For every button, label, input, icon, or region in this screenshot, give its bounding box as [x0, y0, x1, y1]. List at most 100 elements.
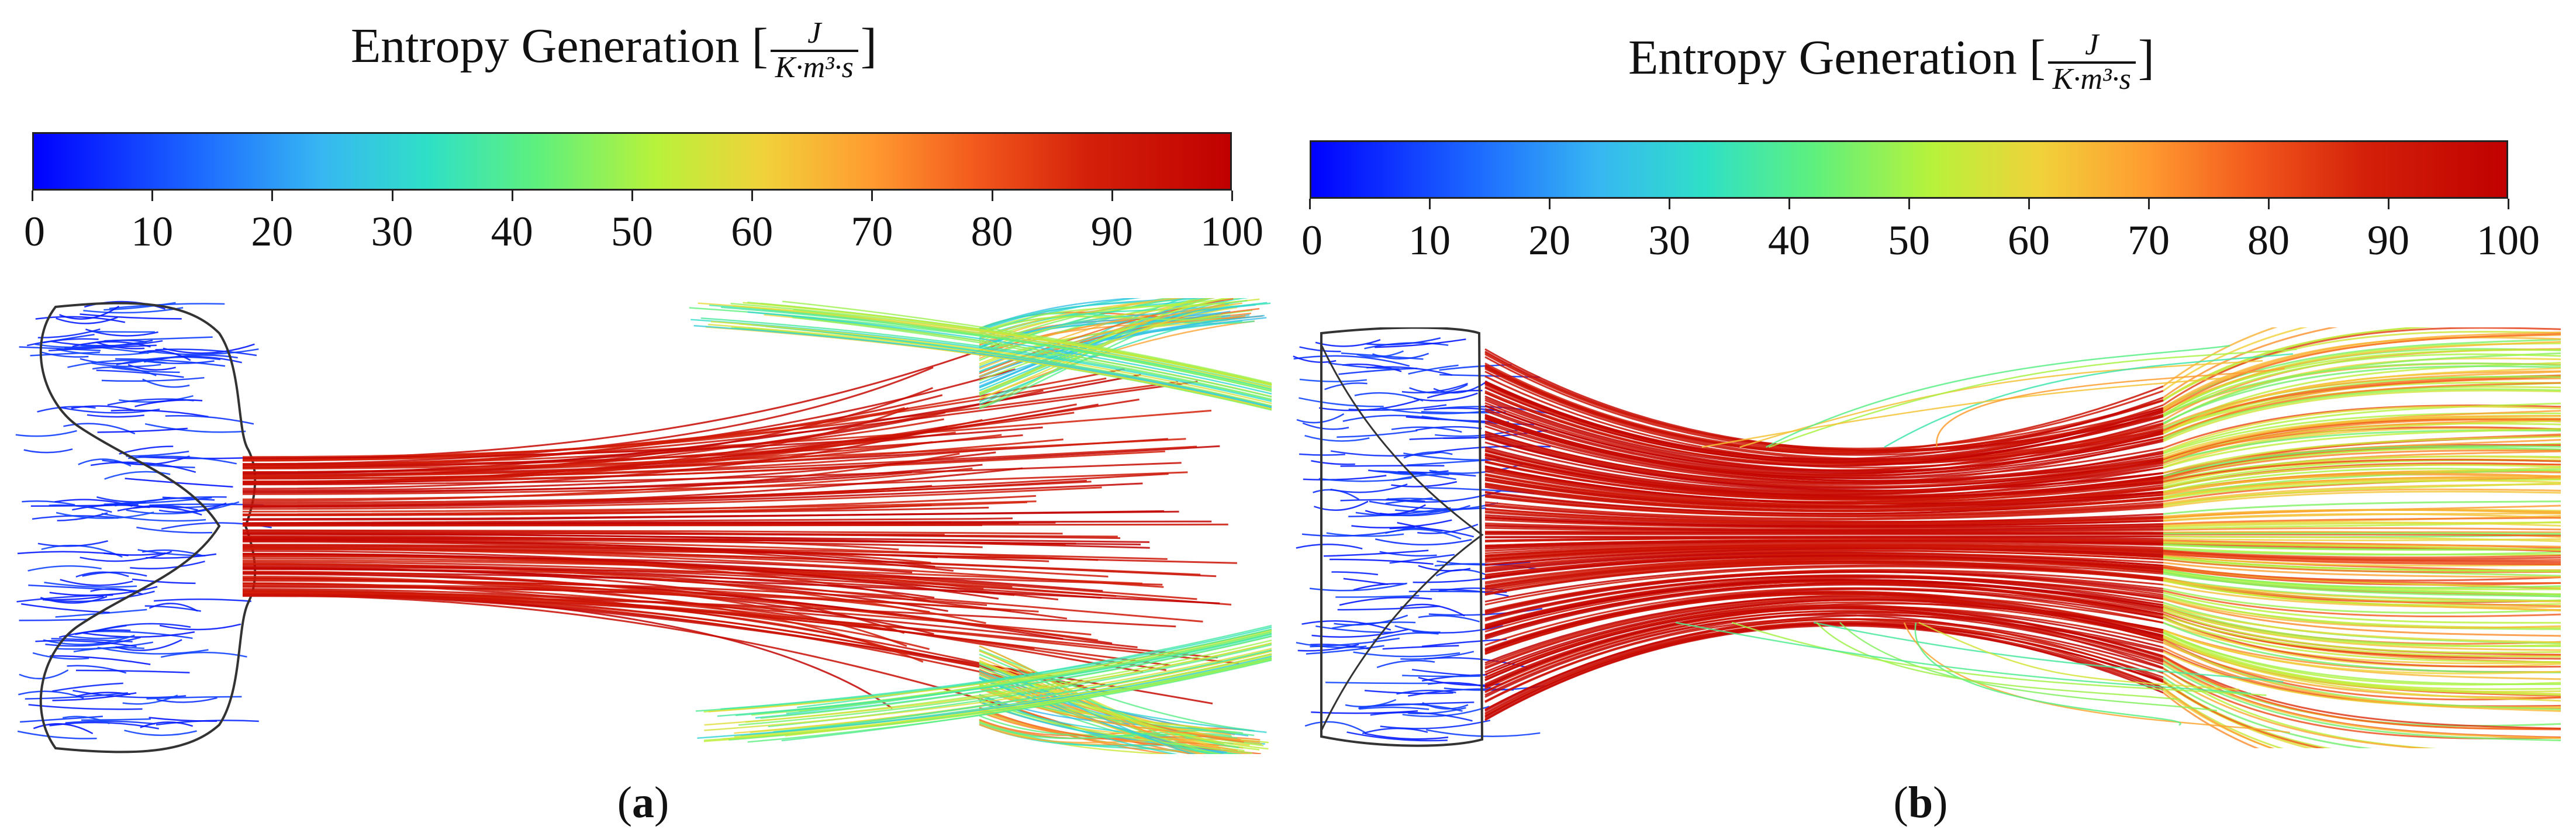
streamline [242, 585, 902, 617]
streamline [1372, 352, 1429, 359]
streamline [163, 343, 255, 354]
streamline [1380, 720, 1491, 730]
streamline [2163, 571, 2561, 597]
streamline [1701, 376, 2231, 448]
caption-b: (b) [1893, 778, 1948, 827]
streamline [2163, 535, 2561, 542]
streamline [134, 399, 203, 407]
streamline [979, 724, 1261, 744]
streamline [2163, 571, 2561, 596]
streamline [67, 635, 129, 639]
streamline [782, 300, 1272, 384]
streamline [1299, 397, 1384, 407]
streamline [109, 303, 225, 310]
streamline [1484, 592, 2164, 651]
streamline [1484, 395, 2164, 467]
valve-outline [1320, 327, 1484, 747]
streamline [1326, 532, 1404, 537]
streamline [1418, 615, 1480, 623]
streamline [2163, 632, 2561, 690]
streamline [2163, 632, 2561, 686]
streamline [60, 579, 133, 586]
streamline [37, 406, 96, 413]
colorbar-tick [1908, 199, 1910, 209]
streamline [63, 423, 136, 435]
streamline [2163, 617, 2561, 663]
streamline [1484, 430, 2164, 486]
streamline [1484, 545, 2164, 558]
streamline [1338, 367, 1417, 375]
streamline [1306, 645, 1384, 655]
streamline [2163, 614, 2561, 658]
streamline [154, 598, 251, 602]
streamline [242, 530, 1121, 540]
streamline [979, 649, 1255, 732]
streamline [1340, 499, 1425, 502]
streamline [1389, 554, 1455, 564]
streamline [242, 561, 1117, 597]
streamline [1484, 596, 2164, 664]
streamline [2163, 336, 2561, 409]
streamline [2163, 472, 2561, 496]
streamline [2163, 405, 2561, 452]
streamline [747, 659, 1272, 743]
streamline [25, 692, 129, 700]
streamline [1328, 362, 1400, 370]
streamline [2163, 656, 2561, 731]
streamline [1484, 614, 2164, 711]
streamline [1415, 426, 1482, 431]
streamline [2163, 327, 2561, 406]
streamline [2163, 676, 2373, 748]
streamline [760, 635, 1272, 719]
streamline [22, 500, 75, 506]
streamline [1484, 618, 2164, 703]
streamline [83, 307, 184, 314]
streamline [1408, 707, 1466, 714]
streamline [1301, 526, 1415, 537]
streamline [2163, 509, 2561, 517]
colorbar-title-text: Entropy Generation [ [1628, 30, 2046, 85]
streamline [37, 328, 101, 338]
streamline [242, 471, 913, 493]
colorbar-tick [871, 191, 873, 201]
unit-fraction: J K·m³·s [2047, 29, 2136, 96]
streamline [242, 367, 934, 465]
streamline [2163, 367, 2561, 434]
streamline [1765, 344, 2230, 448]
colorbar-tick [2028, 199, 2030, 209]
streamline [2163, 680, 2326, 748]
streamline [2163, 552, 2561, 566]
streamline [242, 501, 1027, 516]
colorbar-tick-label: 100 [2477, 217, 2540, 264]
streamline [1484, 399, 2164, 472]
streamline-field-a [15, 298, 1272, 754]
streamline [2163, 687, 2284, 748]
streamline [21, 603, 110, 614]
streamline [115, 639, 182, 651]
streamline [1739, 360, 2263, 448]
streamline [2163, 687, 2275, 748]
colorbar-tick-label: 30 [1648, 217, 1690, 264]
streamline [1484, 535, 2164, 538]
unit-denominator: K·m³·s [2052, 62, 2131, 96]
streamline [28, 584, 141, 592]
streamline [1484, 614, 2164, 696]
streamline [2163, 450, 2561, 481]
colorbar-b [1310, 140, 2508, 199]
streamline [107, 398, 194, 406]
streamline [160, 651, 247, 658]
colorbar-tick-label: 20 [251, 208, 293, 255]
streamline [32, 652, 89, 660]
streamline [242, 452, 960, 502]
streamline [1397, 471, 1476, 477]
streamline [162, 496, 215, 501]
colorbar-tick-label: 70 [851, 208, 893, 255]
streamline [242, 374, 1141, 475]
streamline [1484, 543, 2164, 554]
streamline [242, 582, 1085, 687]
streamline [2163, 341, 2561, 413]
streamline [1484, 508, 2164, 524]
streamline [2163, 583, 2561, 609]
streamline [2163, 609, 2561, 654]
streamline [690, 319, 1272, 402]
